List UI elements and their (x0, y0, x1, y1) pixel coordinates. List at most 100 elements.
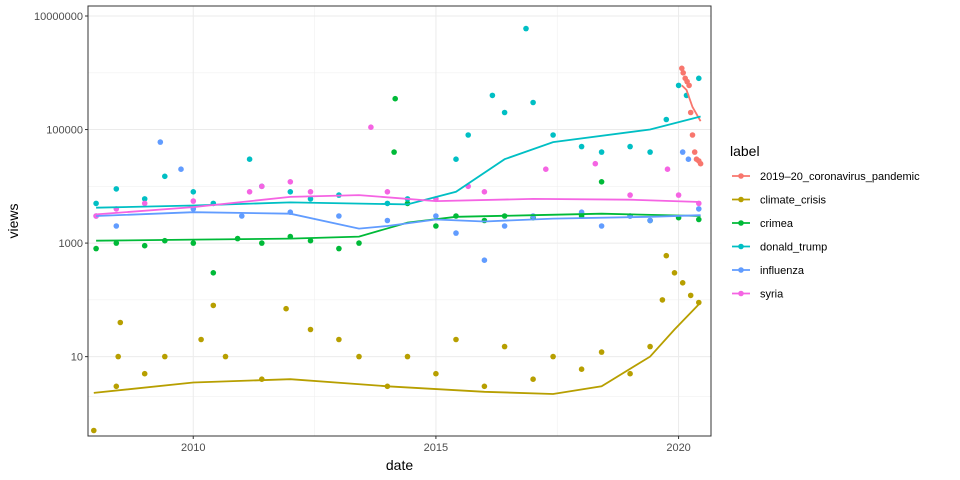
data-point (696, 75, 702, 82)
y-axis-title: views (5, 203, 21, 238)
data-point (239, 213, 245, 219)
data-point (190, 240, 197, 246)
smooth-line (96, 211, 701, 230)
panel-background (88, 6, 711, 436)
data-point (162, 173, 168, 180)
legend-key-point (738, 267, 744, 273)
data-point (259, 240, 265, 246)
data-point (663, 116, 670, 123)
x-tick-label: 2015 (424, 442, 448, 454)
data-point (489, 92, 496, 99)
data-point (598, 179, 605, 185)
data-point (287, 189, 294, 195)
series-2019-20-coronavirus-pandemic (679, 65, 704, 167)
data-point (91, 427, 97, 434)
data-point (689, 132, 696, 138)
data-point (697, 160, 704, 167)
data-point (671, 270, 678, 276)
y-axis: 10 1000 100000 10000000 (34, 11, 88, 364)
data-point (391, 149, 397, 155)
y-tick-label: 10 (71, 352, 83, 364)
data-point (501, 109, 508, 116)
data-point (404, 353, 411, 360)
legend-item: donald_trump (732, 242, 827, 254)
data-point (647, 343, 653, 350)
data-point (592, 160, 599, 167)
legend-items: 2019–20_coronavirus_pandemic climate_cris… (732, 171, 920, 301)
data-point (307, 237, 314, 244)
data-points (91, 25, 704, 434)
x-axis-title: date (386, 457, 413, 473)
data-point (647, 149, 653, 155)
data-point (113, 223, 120, 229)
data-point (287, 179, 294, 185)
smooth-lines (93, 84, 702, 395)
smooth-line (96, 194, 701, 216)
legend-item: 2019–20_coronavirus_pandemic (732, 171, 920, 183)
data-point (384, 189, 391, 195)
data-point (210, 270, 217, 276)
data-point (246, 189, 253, 195)
data-point (259, 376, 265, 383)
legend-label: donald_trump (760, 242, 827, 254)
x-axis: 2010 2015 2020 (181, 436, 691, 454)
legend-label: syria (760, 289, 784, 301)
data-point (659, 297, 666, 303)
data-point (453, 230, 459, 236)
data-point (433, 213, 439, 219)
data-point (222, 353, 229, 360)
data-point (356, 240, 362, 246)
data-point (598, 349, 605, 355)
data-point (675, 192, 682, 198)
data-point (113, 186, 120, 192)
legend-item: syria (732, 289, 784, 301)
data-point (246, 156, 253, 162)
x-tick-label: 2020 (666, 442, 690, 454)
legend-item: influenza (732, 265, 805, 277)
plot-panel (88, 6, 711, 436)
data-point (530, 376, 536, 383)
data-point (141, 200, 148, 207)
data-point (686, 82, 692, 89)
data-point (307, 326, 314, 333)
data-point (162, 353, 168, 360)
data-point (190, 198, 197, 204)
data-point (453, 336, 459, 343)
legend-item: crimea (732, 218, 794, 230)
data-point (283, 305, 289, 312)
data-point (481, 189, 488, 195)
legend-label: crimea (760, 218, 794, 230)
data-point (578, 143, 585, 150)
data-point (113, 240, 120, 246)
data-point (696, 206, 702, 212)
legend-key-point (738, 173, 744, 179)
data-point (679, 65, 685, 72)
data-point (190, 189, 197, 195)
data-point (433, 370, 439, 377)
data-point (307, 196, 314, 202)
plot-panel-border (87, 5, 712, 437)
legend-key-point (738, 290, 744, 297)
data-point (93, 200, 99, 207)
x-tick-label: 2010 (181, 442, 205, 454)
legend-label: climate_crisis (760, 195, 827, 207)
data-point (198, 336, 204, 343)
data-point (157, 139, 164, 145)
data-point (307, 189, 314, 195)
data-point (336, 245, 342, 252)
y-tick-label: 100000 (46, 125, 83, 137)
data-point (691, 149, 698, 155)
data-point (465, 132, 472, 138)
data-point (259, 183, 265, 190)
data-point (679, 280, 686, 286)
data-point (433, 223, 439, 229)
data-point (481, 257, 488, 264)
data-point (627, 370, 633, 377)
data-point (141, 196, 148, 202)
data-point (598, 149, 605, 155)
data-point (627, 143, 633, 150)
data-point (680, 70, 686, 76)
data-point (530, 99, 536, 106)
data-point (336, 213, 342, 219)
data-point (543, 166, 549, 172)
